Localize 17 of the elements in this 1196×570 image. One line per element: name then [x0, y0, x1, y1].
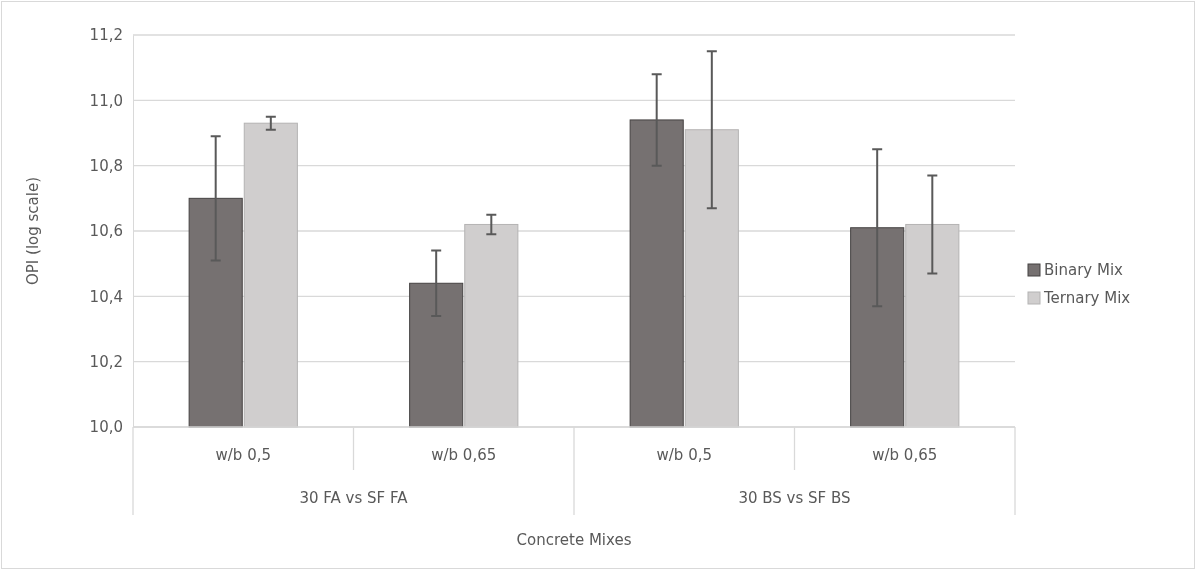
y-axis-title: OPI (log scale) — [24, 176, 42, 286]
y-tick-label: 10,6 — [89, 222, 123, 241]
x-axis-title: Concrete Mixes — [516, 531, 632, 549]
legend-label: Binary Mix — [1044, 261, 1124, 279]
text: 30 FA vs SF FA — [299, 489, 409, 507]
y-tick-label: 11,0 — [89, 91, 123, 110]
x-tick-label: w/b 0,65 — [431, 446, 497, 464]
y-tick-label: 11,2 — [89, 26, 123, 45]
x-tick-label: w/b 0,5 — [215, 446, 271, 464]
text: 30 BS vs SF BS — [738, 489, 851, 507]
x-tick-label: w/b 0,65 — [872, 446, 938, 464]
x-tick-label: w/b 0,5 — [656, 446, 712, 464]
y-tick-label: 10,2 — [89, 352, 123, 371]
y-tick-label: 10,8 — [89, 156, 123, 175]
legend-label: Ternary Mix — [1043, 289, 1131, 307]
y-tick-label: 10,0 — [89, 418, 123, 437]
y-tick-label: 10,4 — [89, 287, 123, 306]
